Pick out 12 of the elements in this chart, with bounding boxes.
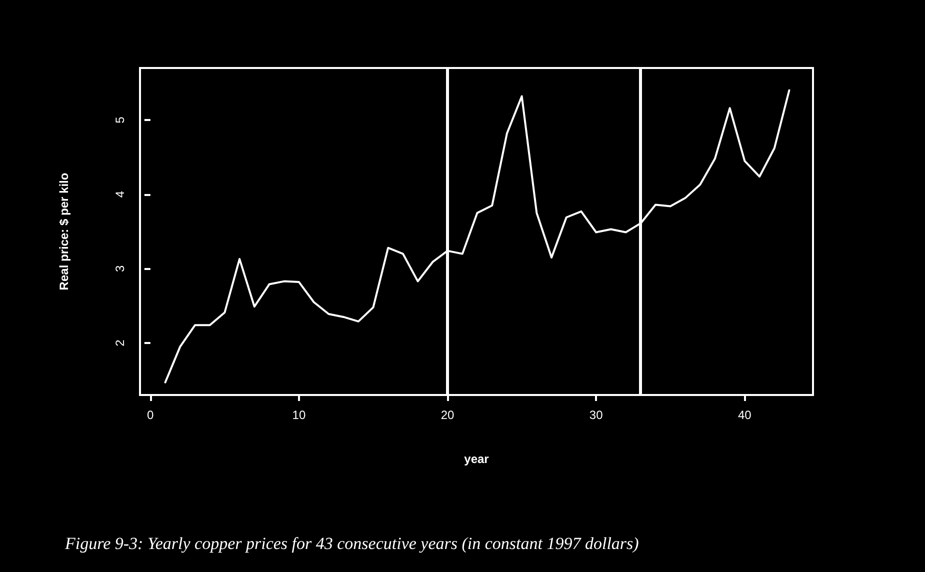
x-tick-label: 20 [440, 408, 455, 422]
x-tick-label: 10 [292, 408, 306, 422]
caption: Figure 9-3: Yearly copper prices for 43 consecutive years (in constant 1997 dollars) [64, 534, 640, 553]
y-tick-label: 2 [113, 339, 127, 346]
x-tick-label: 30 [589, 408, 604, 422]
y-tick-label: 5 [113, 116, 127, 124]
y-tick-label: 4 [113, 190, 127, 198]
y-axis-title: Real price: $ per kilo [57, 172, 71, 290]
y-tick-label: 3 [113, 265, 127, 272]
x-tick-label: 0 [147, 408, 154, 422]
x-axis-title: year [464, 452, 490, 466]
x-tick-label: 40 [738, 408, 752, 422]
